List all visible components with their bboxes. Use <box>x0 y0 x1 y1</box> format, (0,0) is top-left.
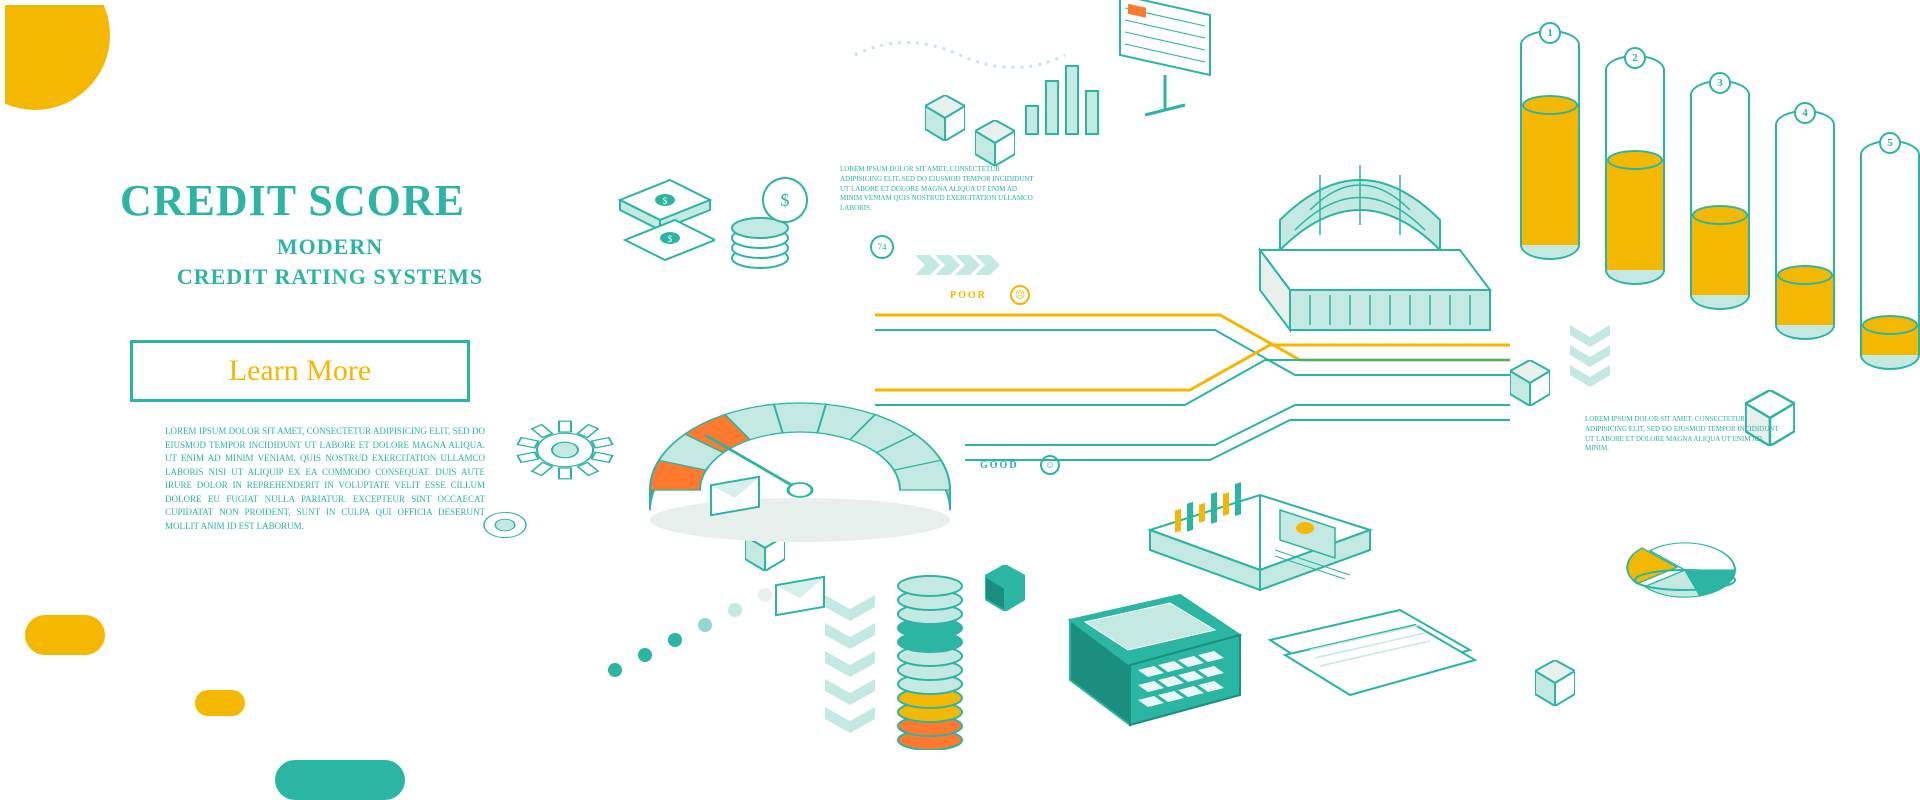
coin-stack-main <box>890 540 970 755</box>
placeholder-text-upper: Lorem ipsum dolor sit amet, consectetur … <box>840 165 1040 214</box>
credit-gauge <box>630 290 970 550</box>
cylinder-gauge: 2 <box>1605 55 1665 285</box>
iso-cube-icon <box>1535 660 1575 706</box>
building-icon <box>1220 160 1500 340</box>
cylinder-gauge: 1 <box>1520 30 1580 260</box>
pie-chart-icon <box>1620 530 1750 610</box>
mini-bar-chart <box>1025 65 1099 135</box>
decorative-dot <box>195 690 245 716</box>
decorative-dot <box>275 760 405 800</box>
signboard-icon <box>1110 0 1220 120</box>
svg-text:$: $ <box>663 196 668 206</box>
hero-title-block: CREDIT SCORE MODERN CREDIT RATING SYSTEM… <box>120 175 540 290</box>
page-title: CREDIT SCORE <box>120 175 540 226</box>
chevron-strip-icon <box>915 255 1015 285</box>
page-subtitle-2: CREDIT RATING SYSTEMS <box>120 264 540 290</box>
iso-cube-icon <box>925 95 965 141</box>
iso-cube-icon <box>985 565 1025 611</box>
decorative-dot <box>25 615 105 655</box>
page-subtitle-1: MODERN <box>120 234 540 260</box>
learn-more-button[interactable]: Learn More <box>130 340 470 402</box>
money-bills-icon: $ $ <box>615 175 715 265</box>
chevron-down-icon <box>1570 325 1610 395</box>
coin-stack-small: $ <box>730 170 810 270</box>
chevron-column-icon <box>825 595 875 735</box>
gear-icon <box>460 480 550 570</box>
svg-text:$: $ <box>781 190 790 210</box>
isometric-illustration: $ $ $ Lorem ipsum dolor sit amet, consec… <box>520 10 1900 780</box>
paper-sheets-icon <box>1260 600 1480 720</box>
hero-body-text: Lorem ipsum dolor sit amet, consectetur … <box>165 425 485 533</box>
cylinder-gauge: 4 <box>1775 110 1835 340</box>
svg-text:$: $ <box>668 234 673 244</box>
cylinder-gauge: 5 <box>1860 140 1920 370</box>
calculator-icon <box>1050 590 1250 740</box>
dotted-line-icon <box>605 570 835 690</box>
placeholder-text-right: Lorem ipsum dolor sit amet, consectetur … <box>1585 415 1785 454</box>
corner-accent <box>0 0 110 110</box>
iso-cube-icon <box>975 120 1015 166</box>
cylinder-gauge: 3 <box>1690 80 1750 310</box>
score-badge: 74 <box>870 235 894 259</box>
